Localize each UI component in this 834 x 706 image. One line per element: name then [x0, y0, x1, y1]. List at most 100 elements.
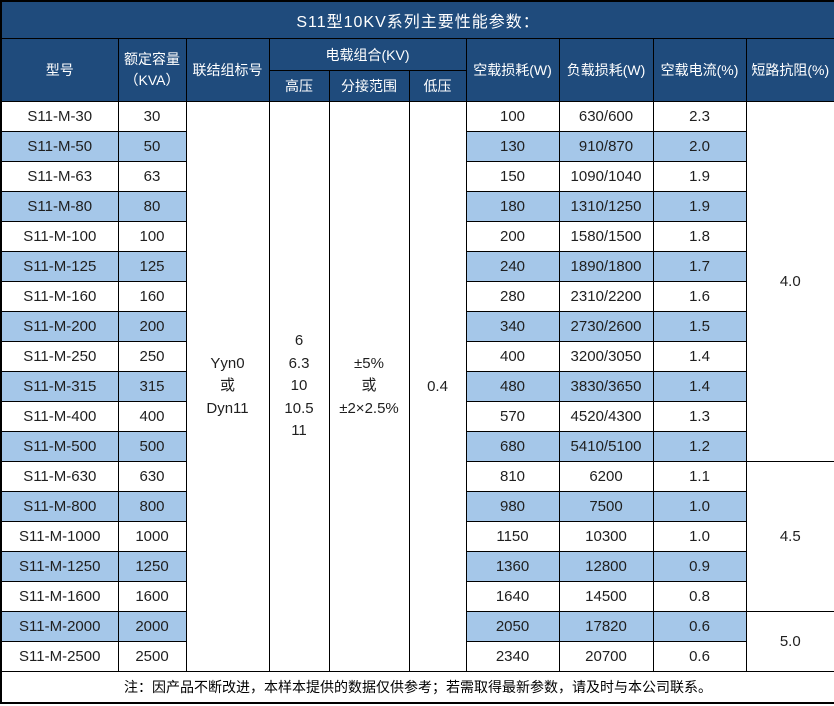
cell-capacity: 160 [117, 281, 187, 312]
cell-no-load-loss: 1150 [465, 521, 560, 552]
table-title: S11型10KV系列主要性能参数： [0, 0, 834, 39]
cell-no-load-current: 2.0 [652, 131, 747, 162]
cell-model: S11-M-1250 [0, 551, 119, 582]
cell-no-load-current: 1.9 [652, 191, 747, 222]
cell-no-load-current: 0.6 [652, 611, 747, 642]
cell-load-loss: 630/600 [558, 101, 654, 132]
cell-load-loss: 1890/1800 [558, 251, 654, 282]
cell-model: S11-M-800 [0, 491, 119, 522]
cell-capacity: 800 [117, 491, 187, 522]
cell-connection-symbol: Yyn0 或 Dyn11 [185, 101, 270, 672]
cell-no-load-current: 1.1 [652, 461, 747, 492]
cell-capacity: 1000 [117, 521, 187, 552]
table-row: S11-M-800 800 980 7500 1.0 [0, 491, 834, 522]
cell-load-loss: 1580/1500 [558, 221, 654, 252]
col-header-high-voltage: 高压 [268, 70, 330, 102]
cell-capacity: 500 [117, 431, 187, 462]
cell-capacity: 100 [117, 221, 187, 252]
cell-no-load-loss: 1360 [465, 551, 560, 582]
cell-no-load-loss: 1640 [465, 581, 560, 612]
cell-tap-range: ±5% 或 ±2×2.5% [328, 101, 410, 672]
cell-no-load-loss: 400 [465, 341, 560, 372]
table-row: S11-M-160 160 280 2310/2200 1.6 [0, 281, 834, 312]
col-header-connection-symbol: 联结组标号 [185, 38, 270, 102]
cell-load-loss: 2730/2600 [558, 311, 654, 342]
cell-capacity: 80 [117, 191, 187, 222]
table-row: S11-M-2500 2500 2340 20700 0.6 [0, 641, 834, 672]
cell-model: S11-M-200 [0, 311, 119, 342]
cell-capacity: 30 [117, 101, 187, 132]
cell-no-load-current: 1.6 [652, 281, 747, 312]
cell-no-load-current: 1.4 [652, 341, 747, 372]
cell-capacity: 2000 [117, 611, 187, 642]
cell-load-loss: 20700 [558, 641, 654, 672]
cell-capacity: 250 [117, 341, 187, 372]
cell-load-loss: 910/870 [558, 131, 654, 162]
table-row: S11-M-30 30 Yyn0 或 Dyn11 6 6.3 10 10.5 11 ±5… [0, 101, 834, 672]
cell-load-loss: 5410/5100 [558, 431, 654, 462]
cell-model: S11-M-160 [0, 281, 119, 312]
cell-model: S11-M-500 [0, 431, 119, 462]
cell-no-load-current: 1.4 [652, 371, 747, 402]
cell-high-voltage: 6 6.3 10 10.5 11 [268, 101, 330, 672]
cell-capacity: 2500 [117, 641, 187, 672]
cell-capacity: 630 [117, 461, 187, 492]
table-row: S11-M-80 80 180 1310/1250 1.9 [0, 191, 834, 222]
cell-model: S11-M-30 [0, 101, 119, 132]
table-row: S11-M-1250 1250 1360 12800 0.9 [0, 551, 834, 582]
cell-capacity: 1250 [117, 551, 187, 582]
cell-model: S11-M-400 [0, 401, 119, 432]
cell-impedance: 4.5 [745, 461, 834, 612]
table-row: S11-M-50 50 130 910/870 2.0 [0, 131, 834, 162]
table-row: S11-M-63 63 150 1090/1040 1.9 [0, 161, 834, 192]
cell-capacity: 315 [117, 371, 187, 402]
cell-capacity: 1600 [117, 581, 187, 612]
cell-no-load-loss: 570 [465, 401, 560, 432]
cell-no-load-loss: 810 [465, 461, 560, 492]
cell-no-load-loss: 680 [465, 431, 560, 462]
cell-no-load-current: 1.2 [652, 431, 747, 462]
col-header-impedance: 短路抗阻(%) [745, 38, 834, 102]
cell-no-load-current: 2.3 [652, 101, 747, 132]
cell-low-voltage: 0.4 [408, 101, 467, 672]
cell-model: S11-M-2000 [0, 611, 119, 642]
cell-model: S11-M-50 [0, 131, 119, 162]
cell-no-load-loss: 340 [465, 311, 560, 342]
table-row: S11-M-200 200 340 2730/2600 1.5 [0, 311, 834, 342]
cell-no-load-loss: 240 [465, 251, 560, 282]
header-row-main: 型号 额定容量 （KVA） 联结组标号 电载组合(KV) 空载损耗(W) 负载损… [0, 38, 834, 102]
cell-model: S11-M-630 [0, 461, 119, 492]
table-row: S11-M-125 125 240 1890/1800 1.7 [0, 251, 834, 282]
table-row: S11-M-1600 1600 1640 14500 0.8 [0, 581, 834, 612]
table-row: S11-M-500 500 680 5410/5100 1.2 [0, 431, 834, 462]
cell-load-loss: 7500 [558, 491, 654, 522]
col-header-voltage-combination: 电载组合(KV) [268, 38, 467, 71]
table-row: S11-M-100 100 200 1580/1500 1.8 [0, 221, 834, 252]
title-row: S11型10KV系列主要性能参数： [0, 0, 834, 39]
cell-no-load-loss: 2050 [465, 611, 560, 642]
cell-model: S11-M-250 [0, 341, 119, 372]
cell-capacity: 125 [117, 251, 187, 282]
cell-model: S11-M-63 [0, 161, 119, 192]
cell-load-loss: 1310/1250 [558, 191, 654, 222]
cell-model: S11-M-100 [0, 221, 119, 252]
cell-load-loss: 4520/4300 [558, 401, 654, 432]
cell-no-load-current: 1.7 [652, 251, 747, 282]
cell-no-load-loss: 480 [465, 371, 560, 402]
cell-no-load-loss: 130 [465, 131, 560, 162]
cell-no-load-current: 1.8 [652, 221, 747, 252]
col-header-model: 型号 [0, 38, 119, 102]
cell-no-load-current: 1.0 [652, 491, 747, 522]
col-header-no-load-current: 空载电流(%) [652, 38, 747, 102]
cell-impedance: 4.0 [745, 101, 834, 462]
cell-no-load-current: 1.3 [652, 401, 747, 432]
cell-load-loss: 17820 [558, 611, 654, 642]
cell-load-loss: 1090/1040 [558, 161, 654, 192]
cell-no-load-current: 0.9 [652, 551, 747, 582]
cell-model: S11-M-1000 [0, 521, 119, 552]
cell-no-load-current: 1.5 [652, 311, 747, 342]
col-header-low-voltage: 低压 [408, 70, 467, 102]
cell-load-loss: 12800 [558, 551, 654, 582]
table-row: S11-M-400 400 570 4520/4300 1.3 [0, 401, 834, 432]
